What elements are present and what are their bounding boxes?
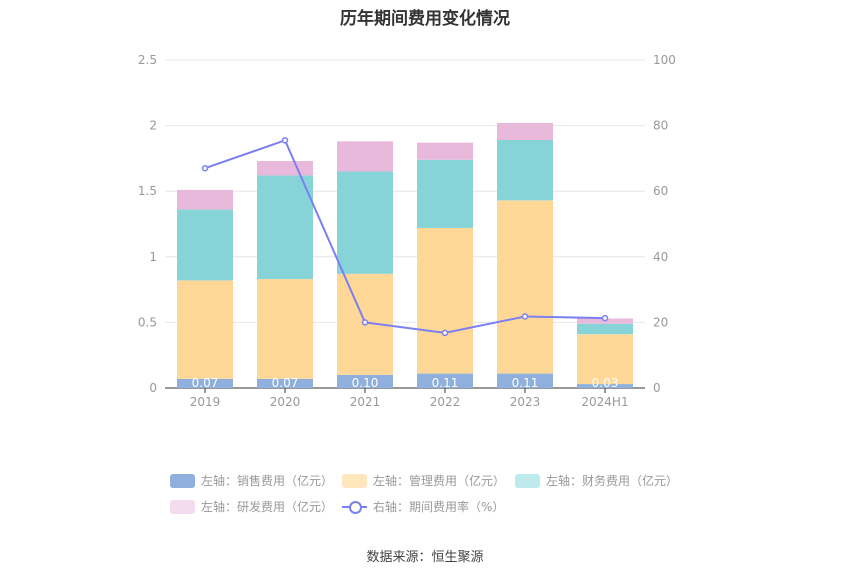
x-tick-label: 2021 [350, 395, 381, 409]
right-tick-label: 40 [653, 250, 668, 264]
rate-line-series [201, 137, 609, 337]
chart-title: 历年期间费用变化情况 [340, 9, 510, 29]
legend-swatch-admin [342, 473, 367, 488]
legend-item-rate[interactable]: 右轴：期间费用率（%） [342, 498, 504, 515]
bar-segment [257, 161, 313, 176]
data-label: 0.07 [272, 376, 299, 390]
bar-segment [177, 280, 233, 379]
bar-segment [177, 209, 233, 281]
legend-item-admin[interactable]: 左轴：管理费用（亿元） [342, 472, 505, 489]
legend-item-finance[interactable]: 左轴：财务费用（亿元） [515, 472, 678, 489]
bar-segment [337, 374, 393, 388]
x-tick-label: 2024H1 [581, 395, 628, 409]
right-tick-label: 0 [653, 381, 661, 395]
right-tick-label: 60 [653, 184, 668, 198]
bar-segment [177, 378, 233, 388]
legend-swatch-rate [342, 500, 367, 514]
data-label: 0.07 [192, 376, 219, 390]
bar-segment [497, 200, 553, 374]
bar-segment [337, 171, 393, 274]
rate-line [204, 139, 606, 334]
data-label: 0.11 [512, 376, 539, 390]
left-axis-ticks: 0 0.5 1 1.5 2 2.5 [138, 53, 157, 395]
rate-point [601, 314, 609, 322]
bar-segment [257, 279, 313, 379]
left-tick-label: 2 [149, 119, 157, 133]
bar-segment [497, 140, 553, 201]
legend-label-sales: 左轴：销售费用（亿元） [201, 474, 334, 488]
right-tick-label: 100 [653, 53, 676, 67]
bar-segment [577, 384, 633, 388]
bar-segment [577, 334, 633, 385]
bar-segment [497, 122, 553, 141]
legend-item-sales[interactable]: 左轴：销售费用（亿元） [170, 472, 333, 489]
bar-segment [417, 142, 473, 160]
legend-label-rnd: 左轴：研发费用（亿元） [201, 500, 334, 514]
data-label: 0.11 [432, 376, 459, 390]
left-tick-label: 1 [149, 250, 157, 264]
data-label: 0.03 [592, 376, 619, 390]
bar-segment [497, 373, 553, 388]
bar-segment [257, 175, 313, 280]
bar-segment [257, 378, 313, 388]
rate-point [201, 164, 209, 172]
left-tick-label: 1.5 [138, 184, 157, 198]
x-tick-label: 2022 [430, 395, 461, 409]
rate-point [441, 329, 449, 337]
bar-segment [577, 323, 633, 335]
x-tick-label: 2023 [510, 395, 541, 409]
bar-series [177, 122, 633, 388]
right-axis-ticks: 0 20 40 60 80 100 [653, 53, 676, 395]
bar-segment [417, 159, 473, 228]
bar-segment [337, 141, 393, 172]
right-tick-label: 80 [653, 119, 668, 133]
legend-label-admin: 左轴：管理费用（亿元） [373, 474, 506, 488]
rate-point [521, 313, 529, 320]
bar-segment [177, 189, 233, 210]
gridlines [165, 59, 645, 389]
left-tick-label: 0.5 [138, 315, 157, 329]
data-labels: 0.07 0.07 0.10 0.11 0.11 0.03 [192, 376, 619, 390]
legend-swatch-sales [170, 473, 195, 488]
legend-label-rate: 右轴：期间费用率（%） [373, 500, 505, 514]
left-tick-label: 0 [149, 381, 157, 395]
data-label: 0.10 [352, 376, 379, 390]
legend-label-finance: 左轴：财务费用（亿元） [546, 474, 679, 488]
x-tick-label: 2019 [190, 395, 221, 409]
legend-swatch-rnd [170, 499, 195, 514]
rate-point [361, 319, 369, 326]
legend-item-rnd[interactable]: 左轴：研发费用（亿元） [170, 498, 333, 515]
x-axis-ticks: 2019 2020 2021 2022 2023 2024H1 [190, 388, 629, 409]
rate-point [281, 137, 289, 144]
bar-segment [417, 373, 473, 388]
data-source: 数据来源：恒生聚源 [366, 550, 484, 565]
x-tick-label: 2020 [270, 395, 301, 409]
bar-segment [417, 227, 473, 374]
legend-swatch-finance [515, 473, 540, 488]
left-tick-label: 2.5 [138, 53, 157, 67]
right-tick-label: 20 [653, 315, 668, 329]
